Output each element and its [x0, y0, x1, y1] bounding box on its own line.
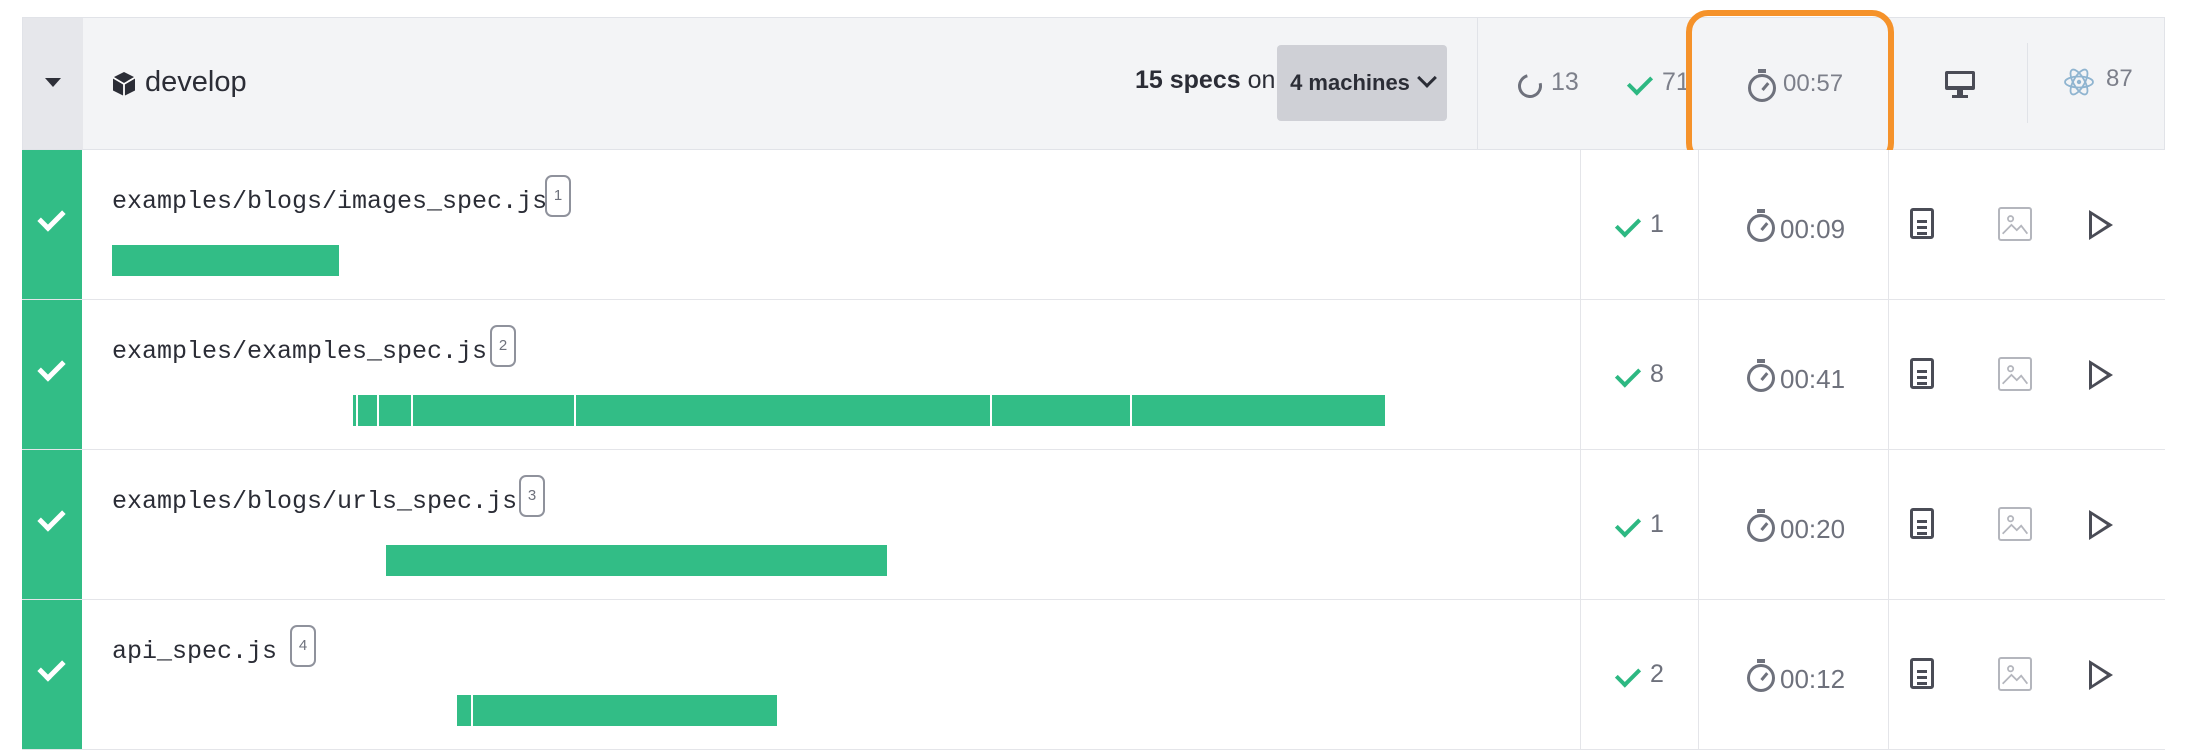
spec-duration: 00:12 [1780, 664, 1846, 694]
electron-icon [2064, 68, 2094, 96]
desktop-icon [1945, 71, 1975, 98]
check-icon [37, 203, 66, 232]
stopwatch-icon [1747, 359, 1775, 392]
spec-name[interactable]: api_spec.js [112, 637, 278, 666]
divider [1580, 300, 1581, 449]
check-icon [1614, 361, 1642, 388]
timeline-bar [112, 245, 339, 276]
machine-badge: 1 [545, 175, 571, 217]
check-icon [37, 503, 66, 532]
divider [1698, 150, 1699, 299]
check-icon [1626, 69, 1654, 96]
check-icon [1614, 661, 1642, 688]
check-icon [37, 353, 66, 382]
segment-divider [356, 395, 358, 426]
specs-count: 15 specs [1135, 66, 1241, 94]
machines-label: 4 machines [1290, 70, 1410, 95]
machine-badge: 3 [519, 475, 545, 517]
check-icon [1614, 211, 1642, 238]
run-duration: 00:57 [1783, 70, 1844, 97]
chevron-down-icon [1417, 68, 1437, 88]
passed-count: 1 [1650, 510, 1664, 538]
output-log-icon[interactable] [1910, 208, 1934, 239]
segment-divider [1130, 395, 1132, 426]
segment-divider [990, 395, 992, 426]
machine-badge: 2 [490, 325, 516, 367]
output-log-icon[interactable] [1910, 658, 1934, 689]
spec-name[interactable]: examples/examples_spec.js [112, 337, 488, 366]
divider [2027, 43, 2028, 123]
status-passed [22, 300, 82, 449]
specs-on-label: on [1247, 66, 1276, 94]
screenshot-icon[interactable] [1998, 357, 2032, 391]
package-icon [112, 72, 136, 96]
specs-summary: 15 specs on [1135, 66, 1275, 95]
machine-badge: 4 [290, 625, 316, 667]
spec-row[interactable]: examples/examples_spec.js 2 8 00:41 [22, 300, 2165, 450]
segment-divider [471, 695, 473, 726]
stopwatch-icon [1747, 509, 1775, 542]
machines-dropdown[interactable]: 4 machines [1277, 45, 1447, 121]
screenshot-icon[interactable] [1998, 507, 2032, 541]
output-log-icon[interactable] [1910, 508, 1934, 539]
screenshot-icon[interactable] [1998, 207, 2032, 241]
divider [1580, 600, 1581, 749]
branch-name: develop [145, 66, 247, 98]
duration-highlight [1686, 10, 1894, 165]
spec-name[interactable]: examples/blogs/images_spec.js [112, 187, 548, 216]
stopwatch-icon [1747, 209, 1775, 242]
timeline-bar [457, 695, 777, 726]
spec-duration: 00:20 [1780, 514, 1846, 544]
screenshot-icon[interactable] [1998, 657, 2032, 691]
divider [1888, 600, 1889, 749]
divider [1888, 150, 1889, 299]
play-video-icon[interactable] [2089, 360, 2113, 390]
electron-count: 87 [2106, 65, 2133, 92]
segment-divider [574, 395, 576, 426]
stopwatch-icon [1748, 69, 1776, 102]
timeline-bar [353, 395, 1385, 426]
group-header: develop 15 specs on 4 machines 13 71 00:… [22, 17, 2165, 150]
check-icon [1614, 511, 1642, 538]
stopwatch-icon [1747, 659, 1775, 692]
output-log-icon[interactable] [1910, 358, 1934, 389]
segment-divider [411, 395, 413, 426]
divider [1698, 300, 1699, 449]
divider [1580, 150, 1581, 299]
spec-row[interactable]: examples/blogs/images_spec.js 1 1 00:09 [22, 150, 2165, 300]
divider [1477, 18, 1478, 149]
collapse-toggle[interactable] [23, 18, 83, 149]
passed-count: 71 [1662, 68, 1690, 96]
status-passed [22, 450, 82, 599]
play-video-icon[interactable] [2089, 210, 2113, 240]
play-video-icon[interactable] [2089, 660, 2113, 690]
spec-duration: 00:09 [1780, 214, 1846, 244]
divider [1888, 300, 1889, 449]
timeline-bar [386, 545, 887, 576]
passed-count: 1 [1650, 210, 1664, 238]
spec-row[interactable]: examples/blogs/urls_spec.js 3 1 00:20 [22, 450, 2165, 600]
spec-duration: 00:41 [1780, 364, 1846, 394]
status-passed [22, 600, 82, 749]
spec-row[interactable]: api_spec.js 4 2 00:12 [22, 600, 2165, 750]
pending-count: 13 [1551, 68, 1579, 96]
segment-divider [377, 395, 379, 426]
divider [1888, 450, 1889, 599]
caret-down-icon [45, 78, 61, 87]
divider [1580, 450, 1581, 599]
divider [1698, 450, 1699, 599]
status-passed [22, 150, 82, 299]
passed-count: 8 [1650, 360, 1664, 388]
divider [1698, 600, 1699, 749]
spec-name[interactable]: examples/blogs/urls_spec.js [112, 487, 518, 516]
play-video-icon[interactable] [2089, 510, 2113, 540]
pending-icon [1513, 69, 1547, 103]
check-icon [37, 653, 66, 682]
passed-count: 2 [1650, 660, 1664, 688]
